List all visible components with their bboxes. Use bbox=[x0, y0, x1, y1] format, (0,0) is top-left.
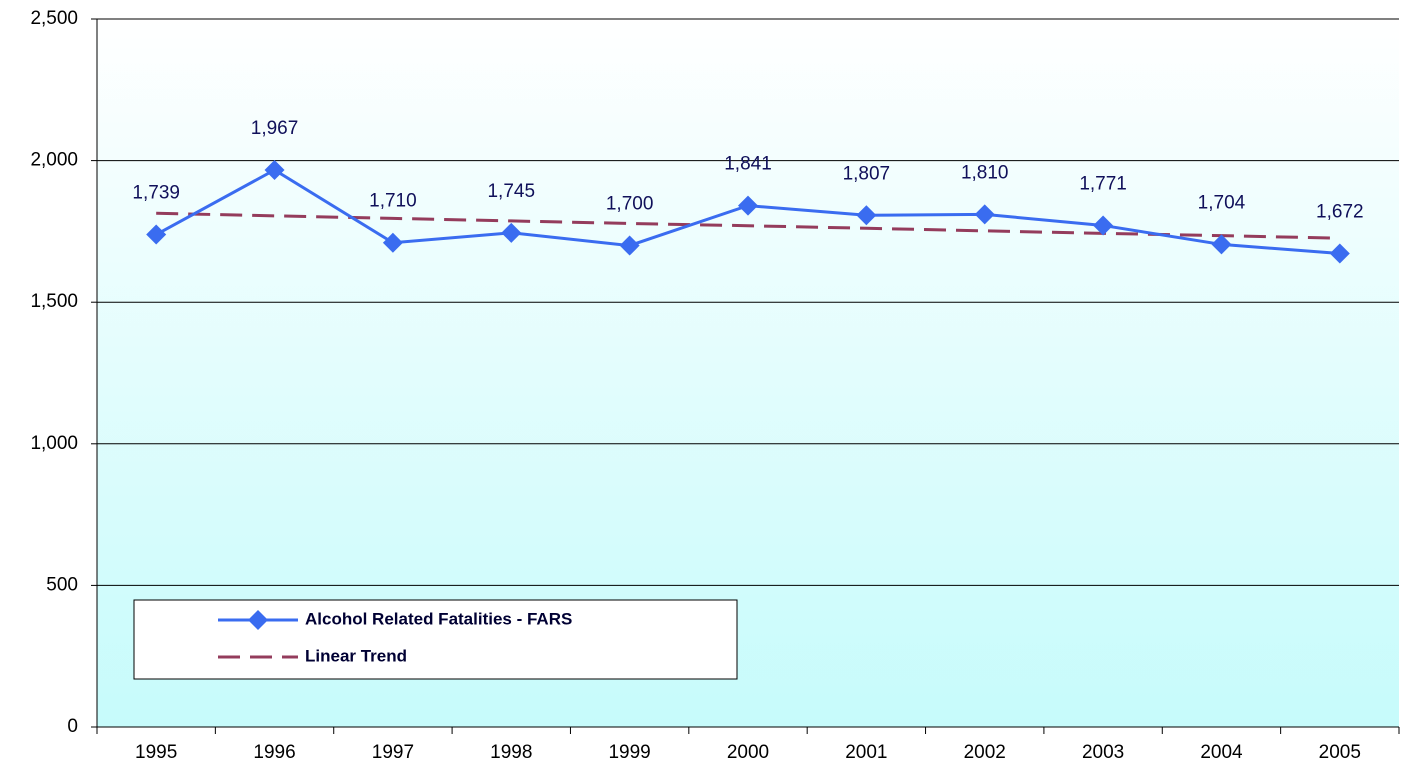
marker bbox=[146, 224, 167, 245]
y-tick-label: 2,500 bbox=[30, 8, 78, 29]
y-tick-label: 1,500 bbox=[30, 291, 78, 312]
x-tick-label: 2002 bbox=[964, 742, 1006, 763]
marker bbox=[1093, 215, 1114, 236]
marker bbox=[264, 159, 285, 180]
x-tick-label: 2001 bbox=[845, 742, 887, 763]
x-tick-label: 1999 bbox=[608, 742, 650, 763]
data-label: 1,810 bbox=[961, 162, 1009, 183]
y-tick-label: 0 bbox=[67, 716, 78, 737]
x-tick-label: 1995 bbox=[135, 742, 177, 763]
legend-label: Alcohol Related Fatalities - FARS bbox=[305, 609, 572, 628]
data-label: 1,771 bbox=[1079, 173, 1127, 194]
data-label: 1,700 bbox=[606, 194, 654, 215]
marker bbox=[974, 204, 995, 225]
marker bbox=[382, 232, 403, 253]
marker bbox=[1329, 243, 1350, 264]
legend-marker bbox=[248, 610, 268, 630]
data-label: 1,739 bbox=[132, 183, 180, 204]
data-label: 1,841 bbox=[724, 154, 772, 175]
data-label: 1,704 bbox=[1198, 192, 1246, 213]
y-tick-label: 1,000 bbox=[30, 433, 78, 454]
legend-label: Linear Trend bbox=[305, 646, 407, 665]
x-tick-label: 2003 bbox=[1082, 742, 1124, 763]
data-label: 1,710 bbox=[369, 191, 417, 212]
x-tick-label: 1998 bbox=[490, 742, 532, 763]
y-tick-label: 2,000 bbox=[30, 150, 78, 171]
data-label: 1,967 bbox=[251, 118, 299, 139]
y-tick-label: 500 bbox=[46, 574, 78, 595]
data-label: 1,807 bbox=[843, 163, 891, 184]
x-tick-label: 2000 bbox=[727, 742, 769, 763]
data-label: 1,672 bbox=[1316, 202, 1364, 223]
data-label: 1,745 bbox=[487, 181, 535, 202]
x-tick-label: 2004 bbox=[1200, 742, 1243, 763]
marker bbox=[619, 235, 640, 256]
marker bbox=[1211, 234, 1232, 255]
x-tick-label: 1997 bbox=[372, 742, 414, 763]
marker bbox=[501, 222, 522, 243]
x-tick-label: 2005 bbox=[1319, 742, 1361, 763]
legend-box bbox=[133, 599, 738, 680]
x-tick-label: 1996 bbox=[253, 742, 295, 763]
marker bbox=[738, 195, 758, 216]
marker bbox=[856, 205, 877, 226]
